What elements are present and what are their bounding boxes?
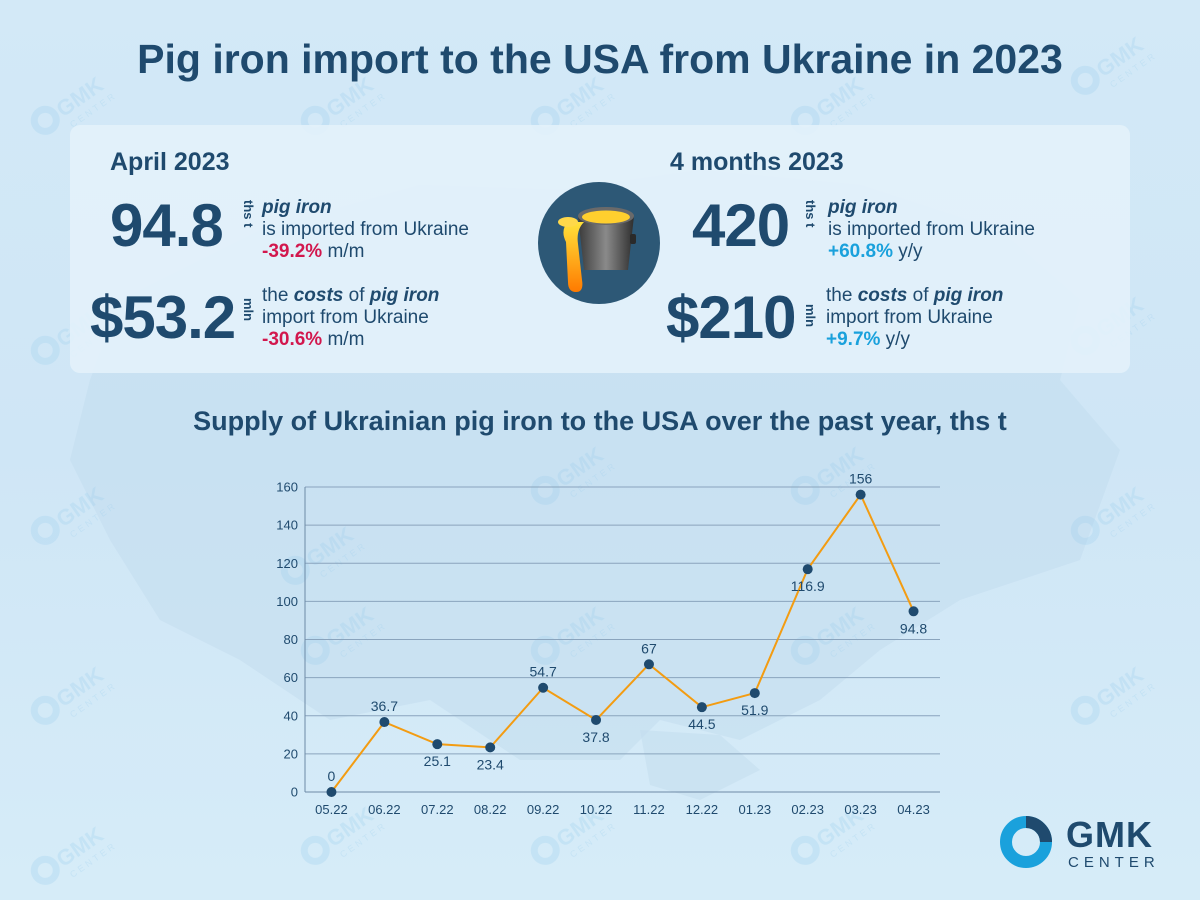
left-volume-desc: pig iron is imported from Ukraine -39.2%… [262, 197, 469, 263]
data-label: 0 [328, 768, 336, 784]
x-tick-label: 07.22 [421, 802, 454, 817]
left-volume-change: -39.2% [262, 241, 323, 262]
y-tick-label: 20 [284, 746, 298, 761]
series-line [330, 492, 915, 793]
left-cost-change-suffix: m/m [322, 329, 365, 350]
gmk-logo-icon [1000, 816, 1052, 868]
data-point [326, 787, 337, 797]
data-label: 36.7 [371, 698, 398, 714]
right-volume-desc: pig iron is imported from Ukraine +60.8%… [828, 197, 1035, 263]
y-tick-label: 160 [276, 480, 298, 495]
right-cost-value: $210 [666, 284, 796, 351]
y-tick-label: 40 [284, 708, 298, 723]
logo-subtitle: CENTER [1068, 854, 1160, 871]
y-tick-label: 120 [276, 556, 298, 571]
right-cost-line2: import from Ukraine [826, 307, 993, 328]
data-label: 94.8 [900, 620, 927, 636]
x-tick-label: 03.23 [844, 802, 877, 817]
left-volume-line1: pig iron [262, 197, 332, 218]
left-volume-value: 94.8 [110, 192, 224, 259]
left-cost-prefix: the [262, 285, 294, 306]
left-cost-mid: of [343, 285, 370, 306]
y-tick-label: 80 [284, 632, 298, 647]
data-point [802, 564, 813, 575]
right-volume-change: +60.8% [828, 241, 893, 262]
y-tick-label: 100 [276, 594, 298, 609]
right-cost-prefix: the [826, 285, 858, 306]
left-period-label: April 2023 [110, 148, 230, 176]
right-cost-change-suffix: y/y [880, 329, 910, 350]
x-tick-label: 08.22 [474, 802, 507, 817]
data-point [538, 682, 549, 693]
right-cost-em2: pig iron [933, 285, 1004, 306]
data-label: 116.9 [791, 578, 825, 594]
data-point [379, 717, 390, 728]
left-cost-value: $53.2 [90, 284, 236, 351]
chart-title: Supply of Ukrainian pig iron to the USA … [193, 406, 1007, 436]
page-title: Pig iron import to the USA from Ukraine … [137, 36, 1063, 82]
right-period-label: 4 months 2023 [670, 148, 844, 176]
data-point [696, 702, 707, 713]
right-volume-value: 420 [692, 192, 790, 259]
left-volume-line2: is imported from Ukraine [262, 219, 469, 240]
right-cost-change: +9.7% [826, 329, 881, 350]
left-cost-em1: costs [293, 285, 344, 306]
x-tick-label: 11.22 [633, 802, 665, 817]
data-point [855, 489, 866, 500]
left-volume-change-suffix: m/m [322, 241, 365, 262]
data-label: 156 [849, 471, 873, 487]
right-cost-desc: the costs of pig iron import from Ukrain… [826, 285, 1003, 351]
left-cost-em2: pig iron [369, 285, 440, 306]
data-point [432, 739, 443, 750]
data-label: 54.7 [530, 664, 557, 680]
x-tick-label: 09.22 [527, 802, 560, 817]
data-label: 51.9 [741, 702, 768, 718]
x-tick-label: 02.23 [791, 802, 824, 817]
data-label: 67 [641, 640, 657, 656]
data-label: 25.1 [424, 753, 451, 769]
x-tick-label: 06.22 [368, 802, 401, 817]
data-point [908, 606, 919, 617]
x-tick-label: 10.22 [580, 802, 613, 817]
y-tick-label: 140 [276, 518, 298, 533]
x-tick-label: 01.23 [739, 802, 772, 817]
x-tick-label: 12.22 [686, 802, 719, 817]
data-point [591, 714, 602, 725]
right-cost-em1: costs [857, 285, 908, 306]
y-tick-label: 60 [284, 670, 298, 685]
data-point [485, 742, 496, 753]
right-volume-line1: pig iron [828, 197, 898, 218]
data-point [643, 659, 654, 670]
x-tick-label: 04.23 [897, 802, 930, 817]
data-label: 37.8 [582, 729, 609, 745]
y-tick-label: 0 [291, 785, 298, 800]
gmk-center-logo: GMK CENTER [998, 812, 1178, 874]
molten-metal-ladle-icon [538, 182, 660, 304]
right-volume-line2: is imported from Ukraine [828, 219, 1035, 240]
data-label: 23.4 [477, 756, 504, 772]
x-tick-label: 05.22 [315, 802, 348, 817]
data-label: 44.5 [688, 716, 715, 732]
left-cost-desc: the costs of pig iron import from Ukrain… [262, 285, 439, 351]
data-point [749, 688, 760, 699]
left-cost-change: -30.6% [262, 329, 323, 350]
left-cost-line2: import from Ukraine [262, 307, 429, 328]
right-cost-mid: of [907, 285, 934, 306]
logo-name: GMK [1066, 814, 1153, 855]
right-volume-change-suffix: y/y [892, 241, 923, 262]
